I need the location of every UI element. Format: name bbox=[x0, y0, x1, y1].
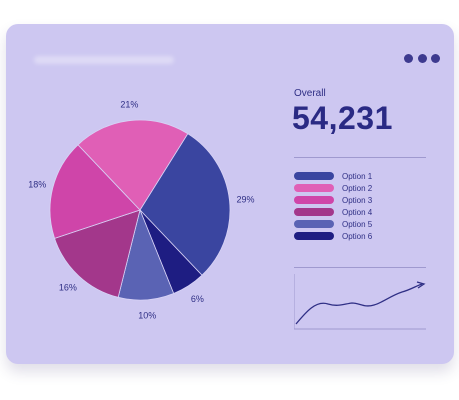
chart-legend: Option 1 Option 2 Option 3 Option 4 Option 5… bbox=[294, 170, 434, 242]
legend-item: Option 2 bbox=[294, 182, 434, 194]
legend-item: Option 3 bbox=[294, 194, 434, 206]
pie-slice-label: 6% bbox=[191, 294, 204, 304]
pie-slice-label: 21% bbox=[120, 100, 138, 110]
legend-item: Option 1 bbox=[294, 170, 434, 182]
legend-swatch bbox=[294, 196, 334, 204]
pie-slice-label: 10% bbox=[138, 311, 156, 321]
divider-bottom bbox=[294, 267, 426, 268]
legend-swatch bbox=[294, 184, 334, 192]
pie-slice bbox=[54, 209, 141, 298]
more-dot-icon bbox=[417, 53, 427, 63]
legend-item: Option 4 bbox=[294, 206, 434, 218]
sparkline-line bbox=[295, 283, 423, 325]
divider-top bbox=[294, 157, 426, 158]
legend-swatch bbox=[294, 220, 334, 228]
card-title-placeholder bbox=[34, 56, 174, 64]
pie-slice bbox=[77, 119, 189, 211]
legend-label: Option 5 bbox=[342, 219, 373, 229]
more-dot-icon bbox=[404, 53, 413, 63]
trend-sparkline bbox=[294, 274, 426, 330]
legend-label: Option 3 bbox=[342, 195, 373, 205]
overall-label: Overall bbox=[294, 88, 326, 99]
legend-item: Option 5 bbox=[294, 218, 434, 230]
legend-label: Option 2 bbox=[342, 183, 373, 193]
pie-slice-label: 18% bbox=[28, 179, 46, 189]
pie-slice bbox=[139, 133, 231, 276]
more-dot-icon bbox=[431, 53, 440, 63]
legend-label: Option 4 bbox=[342, 207, 373, 217]
legend-label: Option 6 bbox=[342, 231, 373, 241]
legend-label: Option 1 bbox=[342, 171, 373, 181]
legend-swatch bbox=[294, 172, 334, 180]
trend-up-arrow-icon bbox=[416, 281, 426, 289]
legend-swatch bbox=[294, 232, 334, 240]
legend-item: Option 6 bbox=[294, 230, 434, 242]
legend-swatch bbox=[294, 208, 334, 216]
overall-value: 54,231 bbox=[292, 100, 393, 136]
pie-slice bbox=[49, 144, 141, 239]
pie-slice-label: 29% bbox=[236, 194, 254, 204]
more-menu-button[interactable] bbox=[404, 50, 440, 66]
pie-slice-label: 16% bbox=[59, 283, 77, 293]
